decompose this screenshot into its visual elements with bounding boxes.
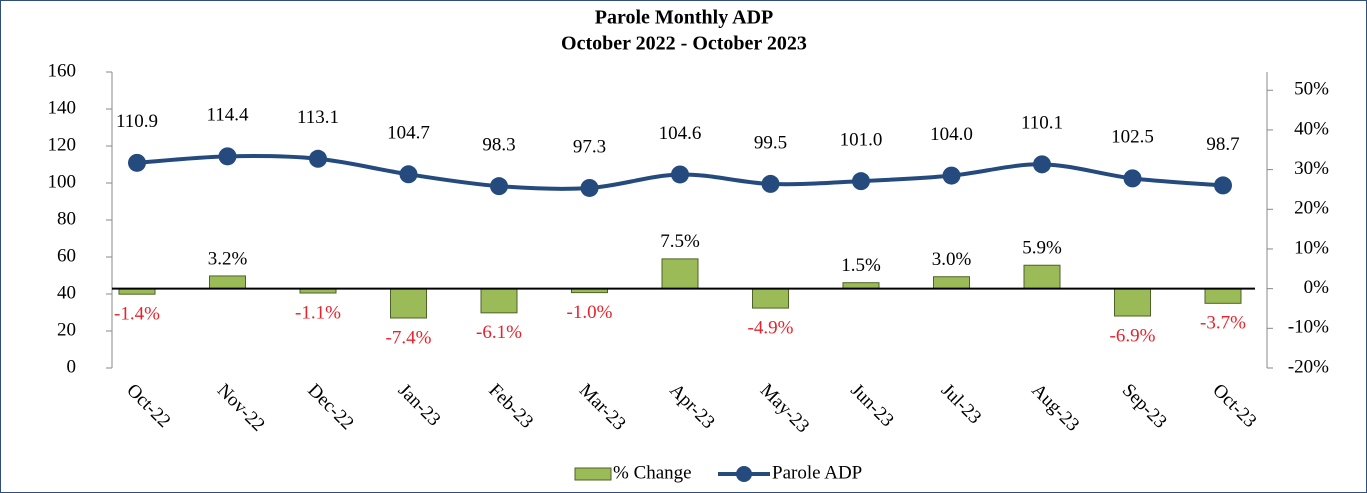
line-value-label: 110.1 [1021,113,1063,134]
y2-tick-label: 10% [1294,237,1329,258]
bar-value-label: 5.9% [1022,238,1062,259]
line-value-label: 104.6 [659,123,702,144]
y2-tick-label: -10% [1288,317,1329,338]
y-tick-label: 20 [57,319,76,340]
legend-swatch [736,466,752,482]
y2-tick-label: 50% [1294,79,1329,100]
y-tick-label: 140 [48,97,77,118]
bar [480,288,518,314]
y2-tick-label: -20% [1288,356,1329,377]
y2-tick-label: 30% [1294,158,1329,179]
y2-tick-label: 0% [1304,277,1330,298]
line-point [1214,176,1232,195]
y-tick-label: 160 [48,60,77,81]
line-value-label: 99.5 [754,132,787,153]
bar-value-label: -1.4% [114,304,160,325]
y-tick-label: 0 [67,356,77,377]
line-value-label: 113.1 [297,107,339,128]
bar-value-label: 3.2% [208,248,248,269]
chart-title: Parole Monthly ADP [595,7,774,29]
line-value-label: 98.7 [1206,134,1239,155]
y-tick-label: 100 [48,171,77,192]
line-point [852,172,870,191]
bar [1023,264,1061,290]
line-value-label: 110.9 [116,111,158,132]
bar [1114,288,1151,317]
legend-label: % Change [613,462,692,483]
line-value-label: 101.0 [840,130,883,151]
line-point [1033,155,1051,174]
line-point [942,166,961,185]
y2-tick-label: 40% [1294,118,1329,139]
bar [1204,288,1242,304]
y-tick-label: 80 [57,208,76,229]
bar-value-label: -1.0% [567,302,613,323]
bar-value-label: 1.5% [841,255,881,276]
line-point [761,174,780,193]
line-point [309,149,327,168]
bar-value-label: -1.1% [295,302,341,323]
bar [390,288,427,319]
line-value-label: 104.0 [930,124,973,145]
bar-value-label: -3.7% [1200,313,1246,334]
y-tick-label: 40 [57,282,76,303]
bar-value-label: 3.0% [932,249,972,270]
y2-tick-label: 20% [1294,198,1329,219]
bar [752,288,789,309]
line-value-label: 104.7 [387,123,430,144]
bar-value-label: -4.9% [748,317,794,338]
line-value-label: 102.5 [1111,127,1154,148]
line-value-label: 98.3 [482,135,515,156]
line-point [490,177,508,196]
line-point [671,165,689,184]
bar [661,258,699,290]
bar-value-label: -7.4% [386,327,432,348]
bar-value-label: 7.5% [660,231,700,252]
line-point [128,153,146,172]
line-value-label: 114.4 [206,105,249,126]
chart-subtitle: October 2022 - October 2023 [561,33,807,55]
line-point [399,165,418,184]
line-value-label: 97.3 [573,136,606,157]
line-point [580,178,599,197]
legend-label: Parole ADP [772,462,862,483]
bar [209,275,246,290]
line-point [218,147,237,166]
y-tick-label: 60 [57,245,76,266]
line-point [1123,169,1142,188]
bar [933,276,970,290]
bar-value-label: -6.9% [1110,325,1156,346]
y-tick-label: 120 [48,134,77,155]
bar-value-label: -6.1% [476,322,522,343]
legend-swatch [574,467,612,481]
